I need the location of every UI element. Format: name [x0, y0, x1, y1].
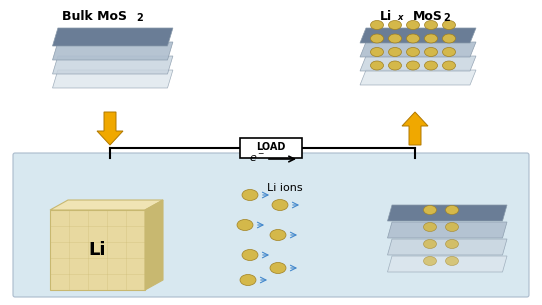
Ellipse shape [424, 48, 437, 56]
Ellipse shape [424, 61, 437, 70]
Polygon shape [360, 28, 476, 43]
Polygon shape [50, 200, 163, 210]
Ellipse shape [446, 206, 459, 214]
Text: 2: 2 [443, 13, 450, 23]
Text: MoS: MoS [413, 10, 443, 23]
Ellipse shape [270, 263, 286, 274]
Ellipse shape [389, 34, 402, 43]
Text: x: x [397, 13, 402, 22]
Polygon shape [53, 70, 173, 88]
Text: Li: Li [380, 10, 392, 23]
Ellipse shape [371, 61, 384, 70]
Polygon shape [402, 112, 428, 145]
Polygon shape [388, 256, 507, 272]
Ellipse shape [371, 34, 384, 43]
Ellipse shape [389, 48, 402, 56]
Ellipse shape [442, 48, 455, 56]
Polygon shape [360, 42, 476, 57]
Ellipse shape [424, 20, 437, 30]
Ellipse shape [406, 48, 420, 56]
Ellipse shape [237, 220, 253, 231]
Ellipse shape [371, 48, 384, 56]
Ellipse shape [424, 34, 437, 43]
Polygon shape [360, 56, 476, 71]
Text: 2: 2 [137, 13, 144, 23]
Ellipse shape [389, 20, 402, 30]
Ellipse shape [389, 61, 402, 70]
Ellipse shape [240, 274, 256, 285]
Ellipse shape [423, 239, 436, 249]
Polygon shape [388, 205, 507, 221]
Ellipse shape [442, 61, 455, 70]
Ellipse shape [442, 34, 455, 43]
Ellipse shape [442, 20, 455, 30]
Ellipse shape [446, 239, 459, 249]
Polygon shape [388, 239, 507, 255]
Polygon shape [388, 222, 507, 238]
Text: Li: Li [89, 241, 106, 259]
Ellipse shape [270, 229, 286, 241]
Polygon shape [53, 28, 173, 46]
Text: $e^-$: $e^-$ [249, 152, 265, 163]
Ellipse shape [406, 20, 420, 30]
Ellipse shape [272, 199, 288, 210]
Ellipse shape [406, 34, 420, 43]
Ellipse shape [242, 189, 258, 200]
Polygon shape [97, 112, 123, 145]
Ellipse shape [371, 20, 384, 30]
FancyBboxPatch shape [240, 138, 302, 158]
Ellipse shape [423, 206, 436, 214]
Ellipse shape [446, 257, 459, 265]
Polygon shape [53, 56, 173, 74]
Polygon shape [50, 210, 145, 290]
Text: Bulk MoS: Bulk MoS [62, 10, 127, 23]
Ellipse shape [423, 257, 436, 265]
Ellipse shape [446, 223, 459, 231]
Polygon shape [145, 200, 163, 290]
Ellipse shape [406, 61, 420, 70]
Text: LOAD: LOAD [256, 142, 286, 152]
Text: Li ions: Li ions [267, 183, 303, 193]
FancyBboxPatch shape [13, 153, 529, 297]
Polygon shape [360, 70, 476, 85]
Polygon shape [53, 42, 173, 60]
Ellipse shape [423, 223, 436, 231]
Ellipse shape [242, 249, 258, 260]
